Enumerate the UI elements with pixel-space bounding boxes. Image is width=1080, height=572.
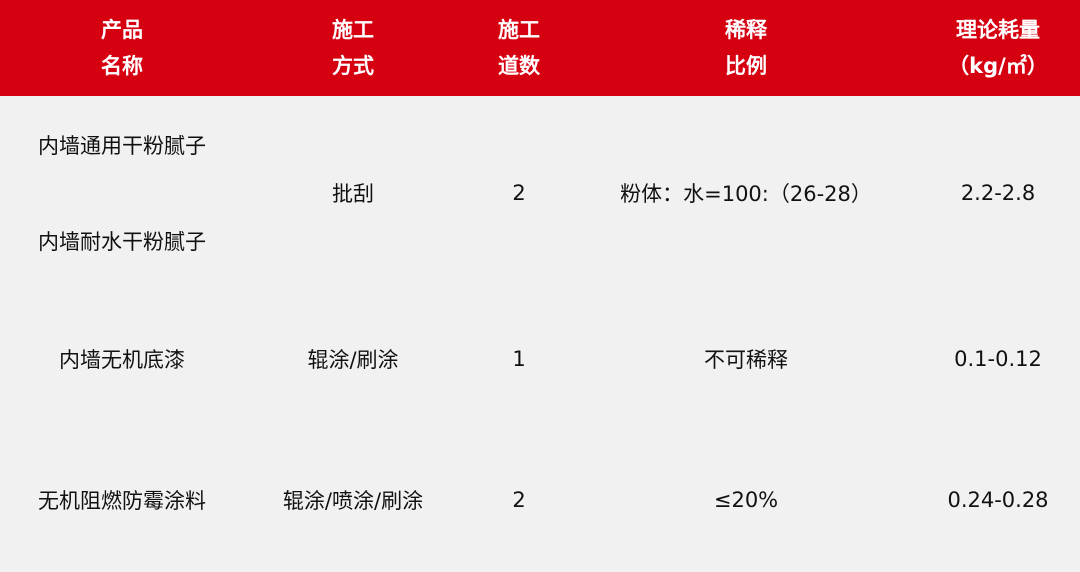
product-name: 内墙通用干粉腻子 [38, 134, 206, 158]
dilution-cell: 粉体：水=100:（26-28） [620, 182, 872, 206]
method-cell: 辊涂/喷涂/刷涂 [282, 489, 424, 513]
coats-cell: 2 [512, 488, 526, 512]
product-cell: 内墙无机底漆 [0, 290, 244, 428]
header-text: （kg/㎡） [948, 54, 1048, 78]
table-row: 内墙无机底漆 辊涂/刷涂 1 不可稀释 0.1-0.12 [0, 290, 1080, 428]
header-text: 稀释 [725, 18, 767, 42]
header-text: 比例 [725, 54, 767, 78]
coats-cell: 2 [512, 181, 526, 205]
product-name: 内墙无机底漆 [59, 348, 185, 372]
consumption-cell: 0.1-0.12 [954, 347, 1042, 371]
header-coats: 施工 道数 [462, 0, 576, 96]
table-row: 无机阻燃防霉涂料 辊涂/喷涂/刷涂 2 ≤20% 0.24-0.28 [0, 428, 1080, 572]
dilution-cell: 不可稀释 [704, 348, 788, 372]
header-consumption: 理论耗量 （kg/㎡） [916, 0, 1080, 96]
header-dilution: 稀释 比例 [576, 0, 916, 96]
product-name: 无机阻燃防霉涂料 [38, 489, 206, 513]
product-cell: 内墙通用干粉腻子 内墙耐水干粉腻子 [0, 96, 244, 290]
header-text: 道数 [498, 54, 540, 78]
header-product-name: 产品 名称 [0, 0, 244, 96]
header-method: 施工 方式 [244, 0, 462, 96]
dilution-cell: ≤20% [713, 488, 779, 512]
product-cell: 无机阻燃防霉涂料 [0, 428, 244, 572]
table-header: 产品名称 施工方式 施工道数 稀释比例 理论耗量 （kg/㎡） [0, 0, 1080, 96]
product-name: 内墙耐水干粉腻子 [38, 230, 206, 254]
header-text: 产品 [101, 18, 143, 42]
method-cell: 辊涂/刷涂 [307, 348, 399, 372]
consumption-cell: 0.24-0.28 [947, 488, 1049, 512]
header-text: 施工 [332, 18, 374, 42]
header-text: 名称 [101, 54, 143, 78]
coats-cell: 1 [512, 347, 526, 371]
header-text: 方式 [332, 54, 374, 78]
method-cell: 批刮 [332, 182, 374, 206]
consumption-cell: 2.2-2.8 [960, 181, 1036, 205]
table-row: 内墙通用干粉腻子 内墙耐水干粉腻子 批刮 2 粉体：水=100:（26-28） … [0, 96, 1080, 290]
header-text: 理论耗量 [956, 18, 1040, 42]
header-text: 施工 [498, 18, 540, 42]
